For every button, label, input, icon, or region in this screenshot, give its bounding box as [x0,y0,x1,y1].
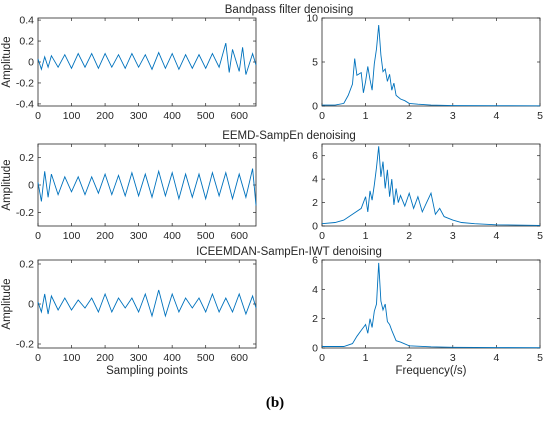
x-tick-label: 2 [406,352,412,364]
x-tick-label: 1 [363,352,369,364]
x-tick-label: 300 [130,110,148,122]
series-line [321,146,541,226]
axes-box [321,143,541,227]
x-tick-label: 5 [537,352,543,364]
panel-iceemdan-spectrum: 0 1 2 3 4 5 6 4 2 0 Frequency(/s) [312,255,543,378]
x-tick-label: 400 [163,110,181,122]
y-tick-label: 0 [28,57,34,69]
x-tick-label: 1 [363,230,369,242]
x-tick-label: 600 [230,230,248,242]
axes-box [37,143,257,227]
x-tick-label: 0 [319,110,325,122]
series-line [37,168,257,206]
y-tick-label: 0 [312,343,318,355]
y-tick-label: -0.2 [16,207,34,219]
y-tick-label: 0.2 [19,36,34,48]
series-line [322,262,541,349]
x-tick-label: 200 [96,110,114,122]
x-tick-label: 0 [319,230,325,242]
panel-title: EEMD-SampEn denoising [222,130,356,142]
y-tick-label: 10 [306,13,318,25]
y-tick-label: -0.4 [16,98,34,110]
x-tick-label: 400 [163,352,181,364]
x-tick-label: 0 [35,110,41,122]
x-tick-label: 0 [319,352,325,364]
x-tick-label: 3 [450,352,456,364]
y-tick-label: -0.2 [16,339,34,351]
x-tick-label: 1 [363,110,369,122]
axes-box [321,17,541,107]
y-tick-label: 6 [312,150,318,162]
x-tick-label: 4 [493,110,499,122]
axes-box [37,17,257,107]
y-tick-label: 4 [312,284,318,296]
x-axis-label: Sampling points [106,365,188,377]
x-tick-label: 2 [406,230,412,242]
y-tick-label: 0 [312,101,318,113]
x-tick-label: 200 [96,352,114,364]
y-tick-label: 0.2 [19,259,34,271]
y-tick-label: 0 [312,221,318,233]
y-tick-label: 2 [312,313,318,325]
x-tick-label: 4 [493,352,499,364]
figure-caption: (b) [265,395,285,411]
y-axis-label: Amplitude [1,36,13,87]
x-tick-label: 3 [450,230,456,242]
panel-title: ICEEMDAN-SampEn-IWT denoising [196,246,382,258]
panel-bandpass-time: 0 100 200 300 400 500 6000.40.20-0.2-0.4Bandpa… [1,4,353,122]
x-tick-label: 300 [130,352,148,364]
x-tick-label: 5 [537,110,543,122]
x-tick-label: 3 [450,110,456,122]
series-line [37,289,257,318]
x-tick-label: 5 [537,230,543,242]
x-tick-label: 600 [230,110,248,122]
x-axis-label: Frequency(/s) [396,365,467,377]
panel-iceemdan-time: 0 100 200 300 400 500 6000.20-0.2ICEEMDAN-Samp… [1,246,382,377]
x-tick-label: 4 [493,230,499,242]
x-tick-label: 0 [35,352,41,364]
y-axis-label: Amplitude [1,159,13,210]
axes-box [37,259,257,349]
panel-eemd-spectrum: 0 1 2 3 4 5 6 4 2 0 [312,143,543,242]
x-tick-label: 200 [96,230,114,242]
x-tick-label: 500 [197,110,215,122]
y-tick-label: 4 [312,174,318,186]
x-tick-label: 500 [197,230,215,242]
panel-title: Bandpass filter denoising [225,4,354,16]
x-tick-label: 300 [130,230,148,242]
axes-box [321,259,541,349]
y-tick-label: 6 [312,255,318,267]
y-tick-label: 0.2 [19,152,34,164]
y-tick-label: 0 [28,299,34,311]
x-tick-label: 0 [35,230,41,242]
x-tick-label: 100 [63,110,81,122]
panel-bandpass-spectrum: 0 1 2 3 4 5 10 5 0 [306,13,543,123]
y-tick-label: 0 [28,180,34,192]
x-tick-label: 100 [63,352,81,364]
x-tick-label: 600 [230,352,248,364]
y-tick-label: -0.2 [16,77,34,89]
y-tick-label: 2 [312,197,318,209]
y-axis-label: Amplitude [1,278,13,329]
y-tick-label: 5 [312,57,318,69]
x-tick-label: 400 [163,230,181,242]
y-tick-label: 0.4 [19,15,34,27]
series-line [37,42,257,75]
x-tick-label: 500 [197,352,215,364]
x-tick-label: 100 [63,230,81,242]
series-line [322,24,541,107]
x-tick-label: 2 [406,110,412,122]
